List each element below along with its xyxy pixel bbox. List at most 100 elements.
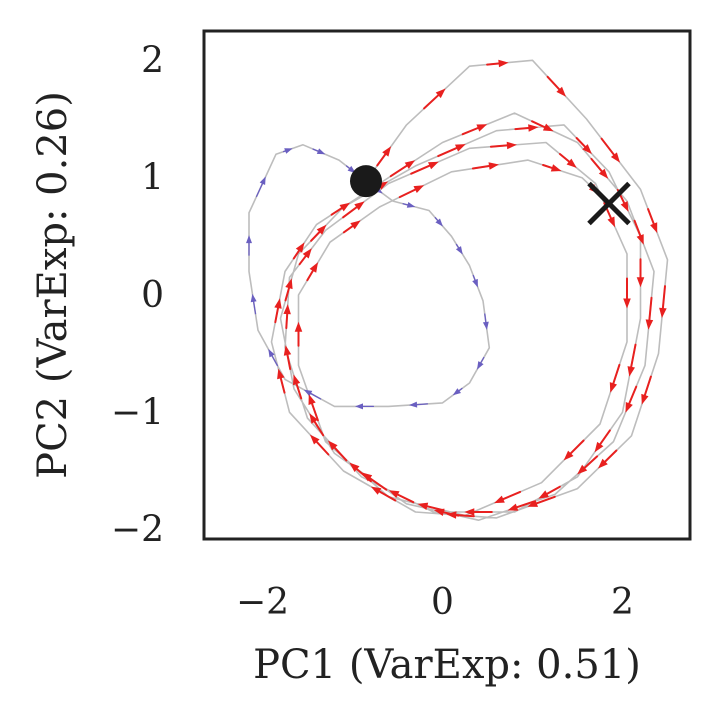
arrow-shaft xyxy=(558,153,570,163)
trajectory-arrow xyxy=(402,202,416,208)
x-axis-label: PC1 (VarExp: 0.51) xyxy=(253,642,641,688)
end-marker xyxy=(587,181,631,226)
trajectory-arrow xyxy=(274,298,282,324)
arrow-shaft xyxy=(342,225,354,234)
arrow-shaft xyxy=(356,468,372,483)
trajectory-arrow xyxy=(647,208,658,233)
trajectory-arrow xyxy=(452,387,463,396)
arrow-shaft xyxy=(378,490,397,502)
arrow-head xyxy=(268,348,275,358)
arrow-head xyxy=(528,124,539,132)
arrow-shaft xyxy=(398,188,417,199)
arrow-head xyxy=(388,490,400,498)
arrow-shaft xyxy=(472,274,476,281)
trajectory-arrow xyxy=(598,449,618,469)
end-marker-stroke xyxy=(587,181,631,226)
arrow-shaft xyxy=(628,385,638,405)
arrow-shaft xyxy=(569,439,585,455)
arrow-shaft xyxy=(402,203,409,206)
arrow-shaft xyxy=(583,455,599,469)
trajectory-arrow xyxy=(310,434,330,456)
plot-frame xyxy=(202,29,692,541)
arrow-head xyxy=(295,242,305,253)
trajectory-arrow xyxy=(294,321,303,347)
x-tick-label: 2 xyxy=(611,582,634,623)
arrow-head xyxy=(413,185,425,193)
arrow-head xyxy=(293,374,301,386)
arrow-shaft xyxy=(306,269,314,282)
arrow-head xyxy=(277,368,285,380)
arrow-head xyxy=(283,345,292,356)
arrow-shaft xyxy=(345,165,351,169)
arrow-shaft xyxy=(516,500,535,509)
arrow-shaft xyxy=(489,144,508,148)
arrow-shaft xyxy=(333,446,348,462)
x-tick-label: 0 xyxy=(431,582,454,623)
start-marker xyxy=(350,165,382,198)
trajectory-arrow xyxy=(471,162,499,170)
arrow-head xyxy=(476,124,488,132)
arrow-head xyxy=(250,293,257,303)
arrow-shaft xyxy=(310,392,322,400)
arrow-shaft xyxy=(542,164,553,169)
arrow-head xyxy=(498,59,509,68)
trajectory-arrow xyxy=(388,490,415,504)
arrow-head xyxy=(246,235,252,244)
arrow-head xyxy=(488,162,499,170)
trajectory-arrow xyxy=(298,248,312,266)
arrow-head xyxy=(550,164,562,172)
trajectory-arrow xyxy=(310,224,327,242)
arrow-shaft xyxy=(295,383,303,400)
arrow-shaft xyxy=(661,285,666,309)
arrow-shaft xyxy=(342,206,358,219)
trajectory-arrow xyxy=(284,278,293,302)
trajectory-arrow xyxy=(455,243,463,255)
arrow-shaft xyxy=(535,495,556,505)
arrow-head xyxy=(620,201,629,212)
trajectory-arrow xyxy=(514,124,539,132)
arrow-head xyxy=(627,366,635,377)
trajectory-arrow xyxy=(645,296,654,330)
arrow-shaft xyxy=(423,94,440,110)
arrow-shaft xyxy=(575,137,586,148)
trajectory-arrow xyxy=(330,202,350,216)
arrow-shaft xyxy=(546,485,561,495)
trajectory-arrow xyxy=(423,88,446,110)
arrow-head xyxy=(284,148,293,154)
arrow-head xyxy=(382,146,392,157)
arrow-head xyxy=(563,450,574,461)
trajectory-arrow xyxy=(410,161,439,175)
trajectory-arrow xyxy=(342,220,361,234)
trajectory-arrow xyxy=(268,348,279,367)
trajectory-arrow xyxy=(370,486,397,502)
trajectory-arrow xyxy=(546,75,566,97)
plot-area xyxy=(246,59,669,522)
y-tick-label: −1 xyxy=(111,392,164,433)
trajectory-arrow xyxy=(590,157,609,179)
trajectory-arrow xyxy=(312,148,326,155)
arrow-head xyxy=(625,402,633,413)
trajectory-arrow xyxy=(342,201,365,219)
trajectory-arrow xyxy=(636,258,645,288)
trajectory-arrow xyxy=(292,242,305,260)
arrow-shaft xyxy=(315,440,330,456)
trajectory-arrow xyxy=(349,462,372,483)
trajectory-arrow xyxy=(472,274,478,288)
trajectory-line xyxy=(248,59,669,522)
arrow-head xyxy=(409,401,418,408)
trajectory-arrow xyxy=(389,160,416,178)
trajectory-arrow xyxy=(437,144,466,158)
trajectory-arrow xyxy=(507,500,535,511)
arrow-head xyxy=(623,298,631,309)
y-tick-label: 1 xyxy=(141,158,164,199)
trajectory-arrow xyxy=(577,455,599,475)
trajectory-arrow xyxy=(558,153,577,168)
arrow-head xyxy=(316,224,327,235)
trajectory-arrow xyxy=(575,137,592,154)
arrow-shaft xyxy=(531,120,546,129)
arrow-shaft xyxy=(600,137,615,156)
trajectory-arrow xyxy=(417,502,445,512)
arrow-head xyxy=(303,389,313,397)
arrow-head xyxy=(309,262,318,273)
